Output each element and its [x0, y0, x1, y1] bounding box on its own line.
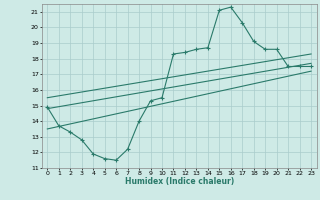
X-axis label: Humidex (Indice chaleur): Humidex (Indice chaleur): [124, 177, 234, 186]
